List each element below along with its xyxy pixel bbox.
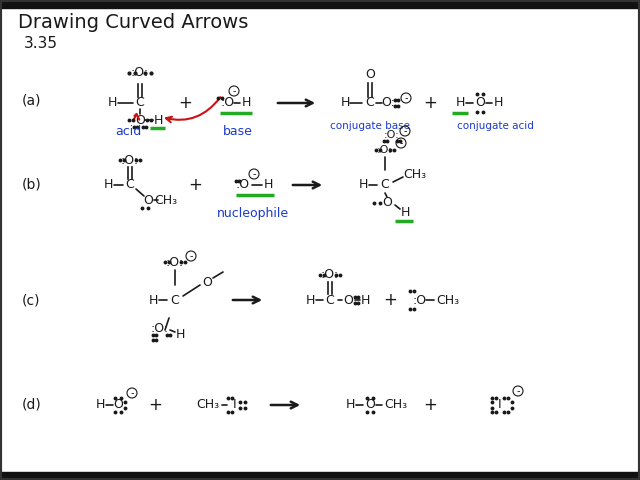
Text: :O:: :O: (384, 130, 400, 140)
Text: +: + (148, 396, 162, 414)
Text: -: - (399, 138, 403, 148)
Text: O: O (202, 276, 212, 288)
Text: :O: :O (413, 293, 427, 307)
Text: :O: :O (236, 179, 250, 192)
Text: nucleophile: nucleophile (217, 207, 289, 220)
Text: :O:: :O: (321, 268, 339, 281)
Text: -: - (252, 169, 256, 179)
Text: :O:: :O: (131, 67, 149, 80)
Text: O:: O: (381, 96, 395, 109)
Text: C: C (365, 96, 374, 109)
Text: CH₃: CH₃ (196, 398, 220, 411)
Text: H: H (148, 293, 157, 307)
Text: +: + (188, 176, 202, 194)
Text: CH₃: CH₃ (436, 293, 460, 307)
Text: O: O (135, 113, 145, 127)
Text: +: + (178, 94, 192, 112)
Text: (a): (a) (22, 93, 42, 107)
Text: H: H (400, 206, 410, 219)
Text: H: H (346, 398, 355, 411)
Text: H: H (360, 293, 370, 307)
Text: +: + (423, 396, 437, 414)
Text: H: H (108, 96, 116, 109)
Text: CH₃: CH₃ (385, 398, 408, 411)
Text: C: C (125, 179, 134, 192)
Text: H: H (358, 179, 368, 192)
Text: -: - (516, 386, 520, 396)
Text: O: O (143, 193, 153, 206)
Text: H: H (154, 113, 163, 127)
Text: H: H (305, 293, 315, 307)
Text: O: O (113, 398, 123, 411)
Text: C: C (136, 96, 145, 109)
Text: :O:: :O: (151, 322, 169, 335)
Text: 3.35: 3.35 (24, 36, 58, 50)
Text: :O: :O (221, 96, 235, 109)
Text: H: H (175, 328, 185, 341)
Text: Drawing Curved Arrows: Drawing Curved Arrows (18, 12, 248, 32)
Text: CH₃: CH₃ (154, 193, 177, 206)
Text: I: I (233, 398, 237, 411)
Text: CH₃: CH₃ (403, 168, 427, 181)
Text: H: H (493, 96, 502, 109)
Text: -: - (403, 126, 407, 136)
Text: I: I (498, 398, 502, 411)
Text: conjugate acid: conjugate acid (456, 121, 533, 131)
Text: -: - (189, 251, 193, 261)
Text: H: H (340, 96, 349, 109)
Text: -: - (404, 93, 408, 103)
Text: +: + (383, 291, 397, 309)
Text: O: O (365, 69, 375, 82)
Text: O: O (475, 96, 485, 109)
Text: H: H (263, 179, 273, 192)
Text: O: O (382, 196, 392, 209)
Text: +: + (423, 94, 437, 112)
Text: C: C (326, 293, 334, 307)
Text: acid: acid (115, 125, 141, 138)
Text: H: H (95, 398, 105, 411)
Text: -: - (131, 388, 134, 398)
Text: H: H (241, 96, 251, 109)
Text: O: O (365, 398, 375, 411)
Text: :O:: :O: (166, 255, 184, 268)
Text: conjugate base: conjugate base (330, 121, 410, 131)
Text: (d): (d) (22, 398, 42, 412)
Text: C: C (381, 179, 389, 192)
Text: (b): (b) (22, 178, 42, 192)
Text: H: H (103, 179, 113, 192)
Text: O: O (343, 293, 353, 307)
Text: base: base (223, 125, 253, 138)
Text: (c): (c) (22, 293, 40, 307)
Text: H: H (455, 96, 465, 109)
Text: -: - (232, 86, 236, 96)
Text: C: C (171, 293, 179, 307)
Text: :O:: :O: (121, 154, 139, 167)
Text: :O:: :O: (377, 145, 393, 155)
